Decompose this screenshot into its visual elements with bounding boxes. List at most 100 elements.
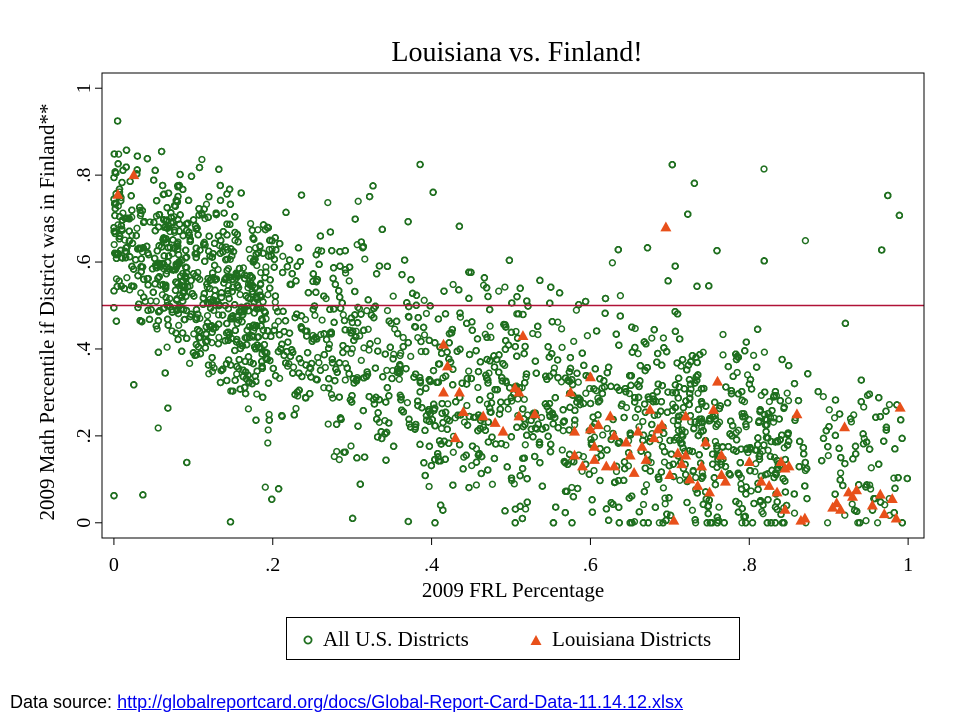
us-point — [661, 494, 669, 502]
us-point — [737, 480, 745, 488]
us-point — [133, 224, 141, 232]
us-point — [790, 509, 799, 517]
us-point — [389, 292, 397, 300]
us-point — [214, 311, 223, 319]
us-point — [264, 439, 272, 447]
us-point — [357, 356, 365, 365]
us-point — [487, 333, 495, 342]
us-point — [824, 451, 832, 460]
us-point — [618, 400, 626, 408]
us-point — [648, 334, 656, 342]
us-point — [268, 245, 276, 253]
us-point — [659, 484, 668, 492]
us-point — [488, 480, 497, 488]
us-point — [596, 396, 604, 405]
us-point — [465, 367, 473, 375]
us-point — [639, 417, 647, 426]
us-point — [512, 327, 520, 336]
us-point — [397, 349, 405, 357]
us-point — [330, 452, 338, 461]
us-point — [760, 348, 769, 356]
us-point — [502, 441, 510, 449]
us-point — [558, 343, 566, 352]
us-point — [274, 317, 283, 325]
us-point — [246, 219, 255, 228]
us-point — [463, 401, 471, 410]
us-point — [758, 507, 766, 516]
us-point — [361, 255, 369, 263]
us-point — [582, 389, 590, 397]
us-point — [341, 376, 349, 384]
us-point — [194, 268, 202, 277]
us-point — [345, 277, 353, 285]
us-point — [354, 303, 362, 311]
us-point — [867, 464, 875, 472]
scatter-chart: Louisiana vs. Finland! 0.2.4.6.8 1 0.2.4.… — [35, 37, 925, 602]
us-point — [329, 394, 337, 402]
us-point — [403, 399, 412, 407]
us-point — [885, 400, 894, 409]
us-point — [622, 403, 631, 412]
us-point — [265, 245, 273, 254]
us-point — [819, 392, 827, 401]
us-point — [324, 420, 332, 428]
us-point — [590, 466, 598, 475]
us-point — [363, 307, 371, 315]
us-point — [631, 324, 639, 333]
us-point — [608, 259, 617, 267]
us-point — [341, 269, 350, 277]
us-point — [279, 252, 287, 260]
us-point — [557, 325, 566, 333]
us-point — [395, 375, 403, 383]
us-point — [801, 237, 810, 245]
us-point — [732, 428, 740, 437]
us-point — [449, 280, 457, 289]
us-point — [639, 500, 648, 509]
us-point — [631, 413, 640, 422]
us-point — [253, 390, 261, 398]
us-point — [890, 474, 898, 482]
us-point — [570, 337, 578, 346]
us-point — [760, 165, 768, 173]
us-point — [495, 287, 503, 295]
us-point — [154, 424, 162, 432]
us-point — [669, 417, 678, 425]
us-point — [474, 383, 482, 392]
us-point — [198, 155, 206, 164]
us-point — [558, 446, 566, 454]
us-point — [417, 347, 425, 356]
us-point — [324, 198, 332, 207]
us-point — [314, 353, 322, 362]
us-point — [603, 424, 611, 433]
us-point — [599, 431, 607, 439]
us-point — [765, 397, 774, 406]
us-point — [688, 506, 697, 514]
us-point — [747, 487, 755, 495]
us-point — [364, 325, 372, 333]
us-point — [271, 322, 279, 330]
us-point — [404, 517, 412, 526]
us-point — [422, 309, 431, 318]
us-point — [301, 315, 310, 324]
us-point — [347, 442, 355, 450]
us-point — [655, 519, 663, 527]
us-point — [873, 519, 882, 527]
us-point — [825, 406, 833, 414]
us-point — [154, 274, 162, 282]
us-point — [360, 344, 368, 352]
us-point — [625, 389, 634, 398]
us-point — [468, 461, 476, 470]
us-district-points — [110, 117, 911, 527]
us-point — [420, 331, 429, 339]
us-point — [292, 404, 300, 413]
us-point — [399, 333, 407, 342]
us-point — [691, 519, 700, 527]
us-point — [583, 332, 592, 340]
us-point — [866, 481, 874, 489]
us-point — [264, 426, 272, 434]
us-point — [261, 483, 269, 491]
us-point — [733, 368, 741, 377]
us-point — [550, 364, 559, 372]
us-point — [472, 481, 481, 489]
us-point — [501, 283, 509, 291]
